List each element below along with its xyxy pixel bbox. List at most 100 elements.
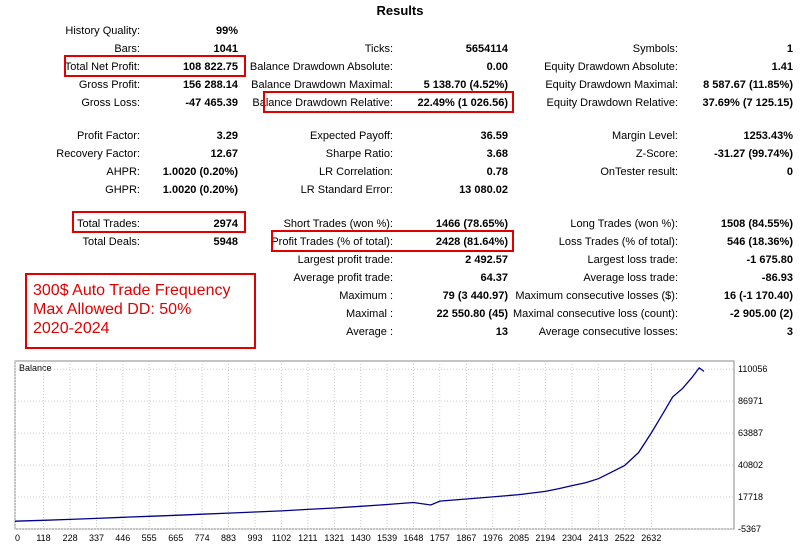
loss-trades-label: Loss Trades (% of total): [558, 236, 678, 248]
x-tick-label: 2632 [641, 533, 661, 543]
lr-correlation-value: 0.78 [486, 166, 508, 178]
highlight-total-net-profit [64, 55, 246, 77]
y-tick-label: 40802 [738, 460, 763, 470]
loss-trades-value: 546 (18.36%) [726, 236, 793, 248]
ahpr-label: AHPR: [106, 166, 140, 178]
profit-trades-value: 2428 (81.64%) [435, 236, 508, 248]
x-tick-label: 665 [168, 533, 183, 543]
recovery-factor-label: Recovery Factor: [56, 148, 140, 160]
highlight-total-trades [72, 211, 246, 233]
balance-dd-relative-label: Balance Drawdown Relative: [252, 97, 393, 109]
largest-loss-trade-label: Largest loss trade: [587, 254, 679, 266]
total-trades-label: Total Trades: [77, 218, 140, 230]
maximal-consecutive-loss-value: -2 905.00 (2) [730, 308, 793, 320]
on-tester-result-label: OnTester result: [600, 166, 678, 178]
on-tester-result-value: 0 [786, 166, 793, 178]
average-value: 13 [495, 326, 508, 338]
total-trades-value: 2974 [213, 218, 238, 230]
balance-dd-absolute-value: 0.00 [486, 61, 508, 73]
strategy-annotation: 300$ Auto Trade Frequency Max Allowed DD… [25, 273, 256, 349]
long-trades-label: Long Trades (won %): [570, 218, 678, 230]
x-tick-label: 446 [115, 533, 130, 543]
history-quality-value: 99% [215, 25, 238, 37]
x-tick-label: 2304 [562, 533, 582, 543]
total-net-profit-value: 108 822.75 [182, 61, 238, 73]
history-quality-label: History Quality: [65, 25, 140, 37]
average-label: Average : [346, 326, 393, 338]
x-tick-label: 2522 [615, 533, 635, 543]
max-consecutive-losses-value: 16 (-1 170.40) [723, 290, 793, 302]
bars-value: 1041 [213, 43, 238, 55]
short-trades-value: 1466 (78.65%) [435, 218, 508, 230]
symbols-value: 1 [786, 43, 793, 55]
balance-dd-maximal-value: 5 138.70 (4.52%) [423, 79, 508, 91]
results-title: Results [376, 3, 424, 18]
balance-series-line [14, 366, 705, 522]
average-profit-trade-value: 64.37 [480, 272, 508, 284]
gross-profit-value: 156 288.14 [182, 79, 238, 91]
x-tick-label: 1102 [272, 533, 291, 543]
ticks-label: Ticks: [364, 43, 393, 55]
chart-title: Balance [19, 363, 52, 373]
balance-dd-absolute-label: Balance Drawdown Absolute: [249, 61, 393, 73]
largest-profit-trade-value: 2 492.57 [465, 254, 508, 266]
margin-level-label: Margin Level: [611, 130, 678, 142]
x-tick-label: 1757 [430, 533, 450, 543]
profit-trades-label: Profit Trades (% of total): [271, 236, 393, 248]
maximum-value: 79 (3 440.97) [442, 290, 508, 302]
equity-dd-absolute-label: Equity Drawdown Absolute: [544, 61, 678, 73]
long-trades-value: 1508 (84.55%) [720, 218, 793, 230]
lr-standard-error-label: LR Standard Error: [300, 184, 393, 196]
y-tick-label: 110056 [738, 364, 767, 374]
symbols-label: Symbols: [632, 43, 678, 55]
average-profit-trade-label: Average profit trade: [293, 272, 393, 284]
ticks-value: 5654114 [465, 43, 508, 55]
x-tick-label: 1211 [298, 533, 317, 543]
lr-correlation-label: LR Correlation: [319, 166, 393, 178]
expected-payoff-label: Expected Payoff: [310, 130, 393, 142]
expected-payoff-value: 36.59 [480, 130, 508, 142]
x-tick-label: 1321 [324, 533, 344, 543]
x-tick-label: 2085 [509, 533, 529, 543]
total-deals-value: 5948 [213, 236, 238, 248]
chart-plot-area [14, 360, 735, 530]
x-tick-label: 1539 [377, 533, 397, 543]
average-consecutive-losses-value: 3 [786, 326, 793, 338]
total-net-profit-label: Total Net Profit: [64, 61, 140, 73]
highlight-balance-dd-relative [263, 91, 514, 113]
balance-chart: Balance -536717718408026388786971110056 … [14, 360, 767, 543]
equity-dd-maximal-value: 8 587.67 (11.85%) [703, 79, 793, 91]
maximal-consecutive-loss-label: Maximal consecutive loss (count): [512, 308, 678, 320]
ghpr-value: 1.0020 (0.20%) [162, 184, 238, 196]
max-consecutive-losses-label: Maximum consecutive losses ($): [515, 290, 678, 302]
x-tick-label: 2413 [588, 533, 608, 543]
sharpe-ratio-value: 3.68 [486, 148, 508, 160]
y-tick-label: -5367 [738, 524, 761, 534]
maximal-value: 22 550.80 (45) [436, 308, 508, 320]
y-tick-label: 63887 [738, 428, 763, 438]
equity-dd-maximal-label: Equity Drawdown Maximal: [545, 79, 678, 91]
x-tick-label: 883 [221, 533, 236, 543]
total-deals-label: Total Deals: [82, 236, 140, 248]
maximum-label: Maximum : [339, 290, 393, 302]
profit-factor-value: 3.29 [216, 130, 238, 142]
sharpe-ratio-label: Sharpe Ratio: [325, 148, 393, 160]
x-tick-label: 118 [36, 533, 50, 543]
average-loss-trade-label: Average loss trade: [583, 272, 678, 284]
gross-loss-value: -47 465.39 [185, 97, 238, 109]
y-tick-label: 86971 [738, 396, 763, 406]
x-tick-label: 1867 [456, 533, 476, 543]
balance-dd-maximal-label: Balance Drawdown Maximal: [251, 79, 393, 91]
annotation-line-3: 2020-2024 [33, 320, 110, 337]
x-tick-label: 555 [142, 533, 157, 543]
largest-profit-trade-label: Largest profit trade: [297, 254, 393, 266]
annotation-line-1: 300$ Auto Trade Frequency [33, 282, 231, 299]
recovery-factor-value: 12.67 [210, 148, 238, 160]
annotation-line-2: Max Allowed DD: 50% [33, 301, 192, 318]
y-tick-label: 17718 [738, 492, 763, 502]
bars-label: Bars: [114, 43, 140, 55]
z-score-label: Z-Score: [635, 148, 678, 160]
margin-level-value: 1253.43% [743, 130, 793, 142]
x-tick-label: 1648 [403, 533, 423, 543]
profit-factor-label: Profit Factor: [77, 130, 140, 142]
